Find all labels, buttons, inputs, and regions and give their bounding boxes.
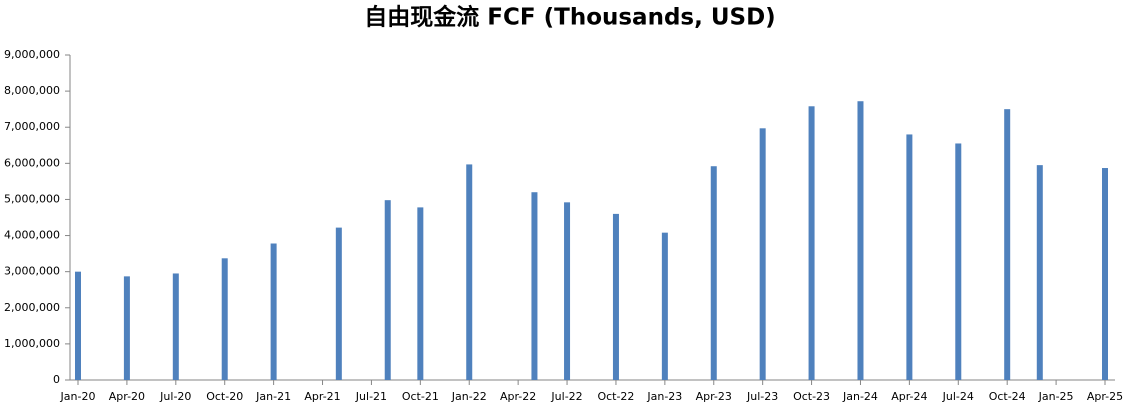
bar [221,258,228,380]
x-tick-label: Jan-20 [60,390,96,403]
bar [270,243,277,380]
y-tick-label: 5,000,000 [4,192,60,205]
y-tick-label: 1,000,000 [4,337,60,350]
x-tick-label: Apr-23 [696,390,732,403]
x-tick-label: Jul-22 [550,390,582,403]
bar [808,106,815,381]
bar [661,232,668,380]
y-tick-label: 8,000,000 [4,84,60,97]
bar [335,227,342,380]
chart-title: 自由现金流 FCF (Thousands, USD) [364,4,775,31]
bar [1036,165,1043,380]
bar [417,207,424,380]
x-tick-label: Oct-21 [402,390,439,403]
x-tick-label: Oct-20 [206,390,243,403]
y-tick-label: 3,000,000 [4,265,60,278]
x-tick-label: Jan-22 [451,390,487,403]
x-tick-label: Oct-22 [597,390,634,403]
y-tick-label: 7,000,000 [4,120,60,133]
y-tick-label: 4,000,000 [4,229,60,242]
x-tick-label: Jul-20 [159,390,191,403]
bar [75,271,81,380]
bar [612,213,619,380]
x-tick-label: Jan-21 [255,390,291,403]
y-tick-label: 0 [53,373,60,386]
bar [172,273,179,380]
x-tick-label: Apr-24 [891,390,927,403]
bar [564,202,571,380]
x-tick-label: Jul-23 [746,390,778,403]
x-tick-label: Jan-24 [842,390,878,403]
y-tick-label: 2,000,000 [4,301,60,314]
bar [759,128,766,380]
bar [123,276,130,380]
x-tick-label: Apr-22 [500,390,536,403]
x-tick-label: Jul-24 [942,390,974,403]
bar [955,143,962,380]
x-tick-label: Oct-24 [989,390,1026,403]
x-tick-label: Apr-25 [1087,390,1123,403]
x-tick-label: Oct-23 [793,390,830,403]
bar [531,192,538,380]
x-tick-label: Apr-20 [109,390,145,403]
x-tick-label: Apr-21 [304,390,340,403]
bar [384,200,391,380]
bar [857,101,864,380]
y-tick-label: 9,000,000 [4,48,60,61]
x-tick-label: Jan-23 [646,390,682,403]
bar [906,134,913,380]
bar [466,164,473,380]
y-tick-label: 6,000,000 [4,156,60,169]
x-tick-label: Jan-25 [1038,390,1074,403]
bar [710,166,717,380]
bar [1004,109,1011,381]
bar [1102,168,1108,380]
x-tick-label: Jul-21 [355,390,387,403]
